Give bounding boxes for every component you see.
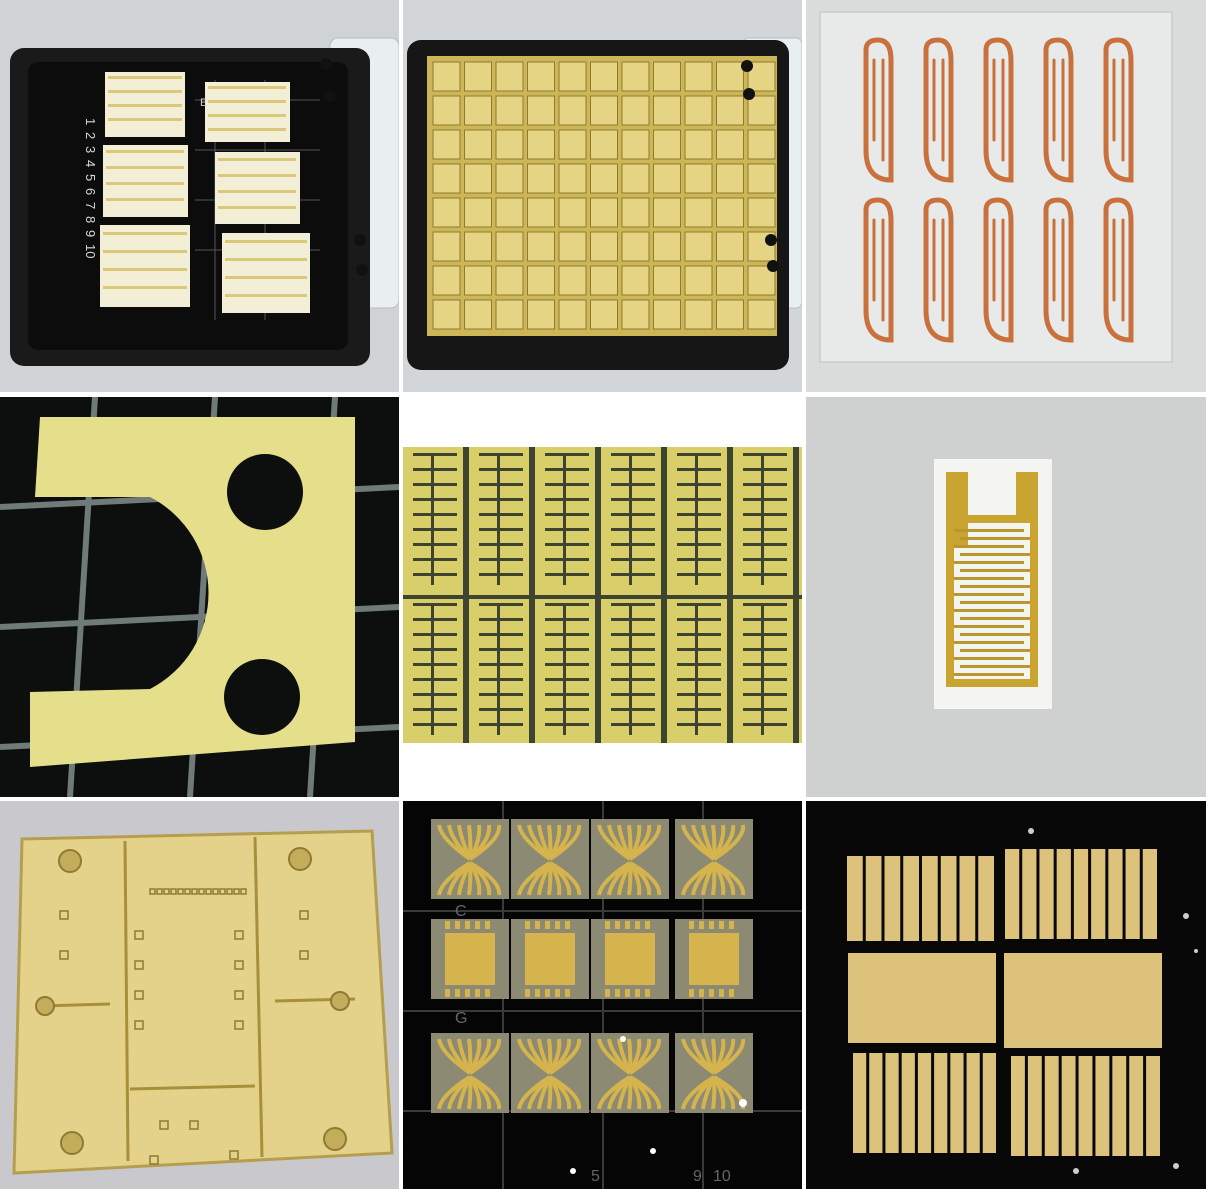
row-letter-label: G bbox=[455, 1010, 467, 1027]
row-number-label: 8 bbox=[83, 216, 98, 223]
row-number-label: 5 bbox=[83, 174, 98, 181]
row-number-label: 4 bbox=[83, 160, 98, 167]
tray-white-chips-photo: E 1 2 3 4 5 6 7 8 9 10 bbox=[0, 0, 399, 392]
gold-substrate-pockets-photo bbox=[0, 801, 399, 1189]
column-number-label: 9 bbox=[693, 1168, 702, 1185]
row-number-label: 3 bbox=[83, 146, 98, 153]
row-number-label: 1 bbox=[83, 118, 98, 125]
column-number-label: 5 bbox=[591, 1168, 600, 1185]
row-letter-label: C bbox=[455, 903, 467, 920]
copper-trace-glass-photo bbox=[806, 0, 1206, 392]
gold-cutout-part-photo bbox=[0, 397, 399, 797]
row-number-label: 9 bbox=[83, 230, 98, 237]
gold-plates-black-photo bbox=[806, 801, 1206, 1189]
row-number-label: 7 bbox=[83, 202, 98, 209]
row-number-label: 2 bbox=[83, 132, 98, 139]
gold-pattern-closeup-photo bbox=[403, 397, 802, 797]
tray-gold-panel-photo bbox=[403, 0, 802, 392]
row-number-label: 6 bbox=[83, 188, 98, 195]
ceramic-packages-photo: C G 5 9 10 bbox=[403, 801, 802, 1189]
interdigitated-sensor-photo bbox=[806, 397, 1206, 797]
column-number-label: 10 bbox=[713, 1168, 731, 1185]
row-number-label: 10 bbox=[83, 244, 98, 258]
column-letter-label: E bbox=[200, 97, 207, 109]
